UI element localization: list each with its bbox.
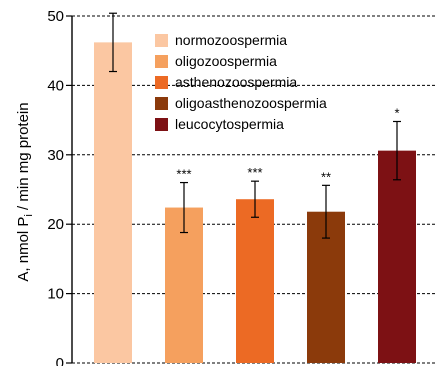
bar-oligozoospermia xyxy=(165,207,203,363)
y-tick-label: 10 xyxy=(47,286,64,303)
legend-swatch-oligoasthenozoospermia xyxy=(155,97,168,110)
y-tick-label: 40 xyxy=(47,77,64,94)
legend-swatch-leucocytospermia xyxy=(155,118,168,131)
y-tick-label: 30 xyxy=(47,147,64,164)
y-tick-label: 0 xyxy=(56,355,64,366)
legend-swatch-oligozoospermia xyxy=(155,55,168,68)
legend-label-asthenozoospermia: asthenozoospermia xyxy=(175,74,297,90)
legend: normozoospermia oligozoospermia asthenozoo… xyxy=(155,32,327,132)
bar-asthenozoospermia xyxy=(236,199,274,363)
bars: *** *** *** xyxy=(94,12,416,363)
legend-label-oligoasthenozoospermia: oligoasthenozoospermia xyxy=(175,95,327,111)
bar-normozoospermia xyxy=(94,42,132,363)
significance-marker: *** xyxy=(247,165,262,180)
y-tick-label: 20 xyxy=(47,216,64,233)
legend-label-normozoospermia: normozoospermia xyxy=(175,32,287,48)
legend-swatch-normozoospermia xyxy=(155,34,168,47)
y-axis: 0 10 20 30 40 50 xyxy=(47,8,73,366)
significance-marker: ** xyxy=(321,169,331,184)
y-axis-label-part-1: A, nmol P xyxy=(15,217,32,282)
y-tick-label: 50 xyxy=(47,8,64,25)
significance-marker: *** xyxy=(176,167,191,182)
y-axis-label: A, nmol Pi / min mg protein xyxy=(15,102,35,281)
significance-marker: * xyxy=(394,105,399,120)
bar-leucocytospermia xyxy=(378,150,416,363)
legend-label-leucocytospermia: leucocytospermia xyxy=(175,116,284,132)
y-axis-label-subscript: i xyxy=(23,214,35,216)
legend-swatch-asthenozoospermia xyxy=(155,76,168,89)
y-axis-label-part-2: / min mg protein xyxy=(15,102,32,214)
legend-label-oligozoospermia: oligozoospermia xyxy=(175,53,277,69)
